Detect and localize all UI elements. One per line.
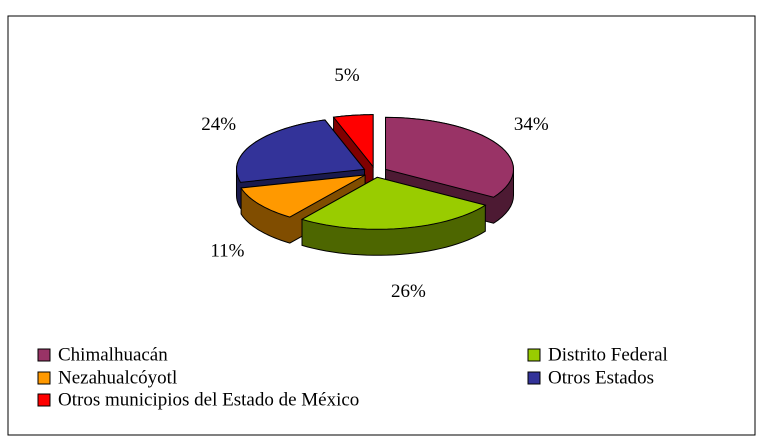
pie-slice [300, 176, 487, 256]
legend-swatch [37, 393, 51, 407]
legend-label: Nezahualcóyotl [58, 367, 177, 388]
legend-label: Otros municipios del Estado de México [58, 389, 359, 410]
pie-slice [240, 174, 366, 244]
data-label: 26% [391, 281, 426, 302]
legend-label: Otros Estados [548, 367, 654, 388]
data-label: 34% [514, 114, 549, 135]
data-label: 24% [201, 114, 236, 135]
data-label: 5% [334, 65, 360, 86]
legend-swatch [527, 371, 541, 385]
slice-top [240, 174, 366, 218]
slice-top [235, 119, 366, 183]
data-label: 11% [210, 241, 244, 262]
legend-swatch [37, 348, 51, 362]
slice-top [300, 176, 487, 230]
legend-label: Distrito Federal [548, 344, 668, 365]
legend-swatch [527, 348, 541, 362]
legend-label: Chimalhuacán [58, 344, 168, 365]
slice-top [332, 114, 374, 169]
slice-top [385, 116, 515, 198]
legend-swatch [37, 371, 51, 385]
